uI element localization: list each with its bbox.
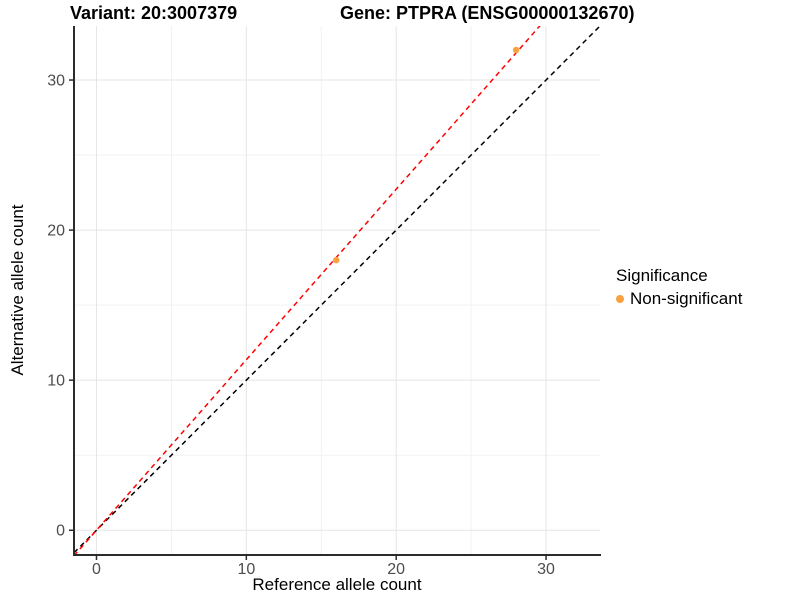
x-axis-title: Reference allele count	[252, 575, 422, 594]
x-tick-label: 10	[237, 561, 255, 578]
legend-item: Non-significant	[616, 289, 742, 309]
legend: Significance Non-significant	[616, 266, 742, 309]
x-tick-label: 0	[92, 561, 101, 578]
reference-lines	[74, 26, 600, 555]
data-point	[333, 256, 340, 264]
y-tick-label: 10	[47, 373, 65, 390]
fitted-ratio-line	[74, 26, 541, 555]
y-tick-label: 30	[47, 73, 65, 90]
y-tick-label: 20	[47, 223, 65, 240]
y-tick-label: 0	[56, 523, 65, 540]
legend-dot-icon	[616, 295, 624, 303]
variant-title: Variant: 20:3007379	[70, 3, 238, 23]
gene-title: Gene: PTPRA (ENSG00000132670)	[340, 3, 635, 23]
legend-item-label: Non-significant	[630, 289, 743, 308]
x-tick-label: 20	[387, 561, 405, 578]
data-point	[512, 46, 520, 54]
legend-title: Significance	[616, 266, 708, 285]
identity-line	[74, 26, 600, 554]
x-tick-label: 30	[537, 561, 555, 578]
